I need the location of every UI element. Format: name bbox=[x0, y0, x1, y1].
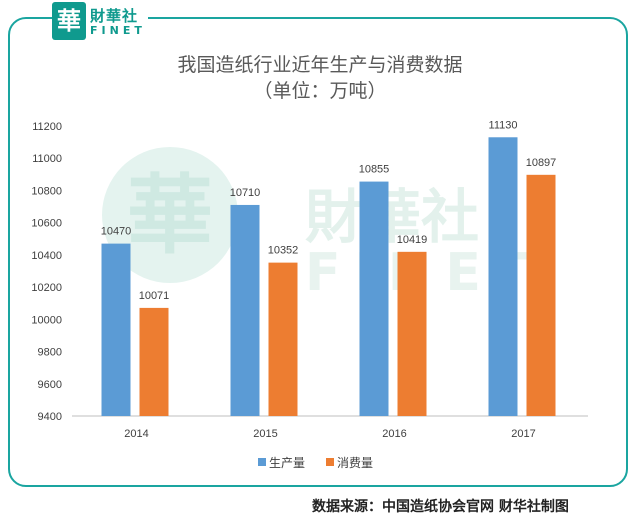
data-label: 10071 bbox=[139, 290, 170, 302]
legend-swatch-1 bbox=[326, 458, 334, 466]
bar-consumption-2015 bbox=[268, 262, 298, 416]
x-tick-label: 2015 bbox=[253, 428, 277, 440]
x-tick-label: 2017 bbox=[511, 428, 535, 440]
bar-consumption-2014 bbox=[139, 307, 169, 416]
watermark-char: 華 bbox=[127, 165, 213, 266]
data-label: 10419 bbox=[397, 234, 428, 246]
data-label: 11130 bbox=[489, 119, 518, 131]
logo-name-en: FINET bbox=[90, 24, 146, 37]
data-label: 10710 bbox=[230, 187, 261, 199]
logo-name-cn: 財華社 bbox=[90, 7, 139, 25]
bar-production-2014 bbox=[101, 243, 131, 416]
source-note: 数据来源：中国造纸协会官网 财华社制图 bbox=[312, 499, 569, 515]
data-labels: 10470 10071 10710 10352 10855 10419 11130 10897 bbox=[101, 119, 557, 302]
y-tick-label: 9600 bbox=[38, 379, 62, 391]
footer: 数据来源：中国造纸协会官网 财华社制图 bbox=[0, 490, 640, 527]
legend-label-0: 生产量 bbox=[269, 456, 305, 470]
x-tick-label: 2014 bbox=[124, 428, 148, 440]
y-tick-label: 9800 bbox=[38, 347, 62, 359]
y-tick-label: 11000 bbox=[32, 153, 62, 165]
legend-swatch-0 bbox=[258, 458, 266, 466]
y-tick-label: 10200 bbox=[31, 282, 62, 294]
y-tick-label: 10800 bbox=[31, 185, 62, 197]
data-label: 10470 bbox=[101, 226, 132, 238]
bars bbox=[101, 137, 556, 416]
finet-logo: 華 財華社 FINET bbox=[52, 2, 148, 42]
watermark-name-cn: 財華社 bbox=[305, 183, 479, 251]
bar-consumption-2016 bbox=[397, 251, 427, 416]
y-tick-label: 10600 bbox=[31, 218, 62, 230]
y-tick-label: 9400 bbox=[38, 411, 62, 423]
legend: 生产量 消费量 bbox=[258, 456, 373, 470]
data-label: 10352 bbox=[268, 245, 299, 257]
y-tick-label: 10400 bbox=[31, 250, 62, 262]
chart-title: 我国造纸行业近年生产与消费数据 bbox=[177, 54, 463, 76]
bar-consumption-2017 bbox=[526, 174, 556, 416]
legend-label-1: 消费量 bbox=[337, 456, 373, 470]
logo-badge: 華 bbox=[52, 2, 86, 40]
axes: 9400 9600 9800 10000 10200 10400 10600 10800 110… bbox=[31, 121, 588, 440]
watermark-circle bbox=[102, 147, 238, 283]
chart-subtitle: （单位：万吨） bbox=[253, 80, 387, 102]
y-tick-label: 10000 bbox=[31, 314, 62, 326]
data-label: 10855 bbox=[359, 164, 390, 176]
y-tick-label: 11200 bbox=[32, 121, 62, 133]
data-label: 10897 bbox=[526, 157, 557, 169]
watermark: 華 財華社 FINET bbox=[102, 147, 530, 303]
x-tick-label: 2016 bbox=[382, 428, 406, 440]
bar-production-2015 bbox=[230, 204, 260, 416]
bar-production-2016 bbox=[359, 181, 389, 416]
bar-production-2017 bbox=[488, 137, 518, 416]
